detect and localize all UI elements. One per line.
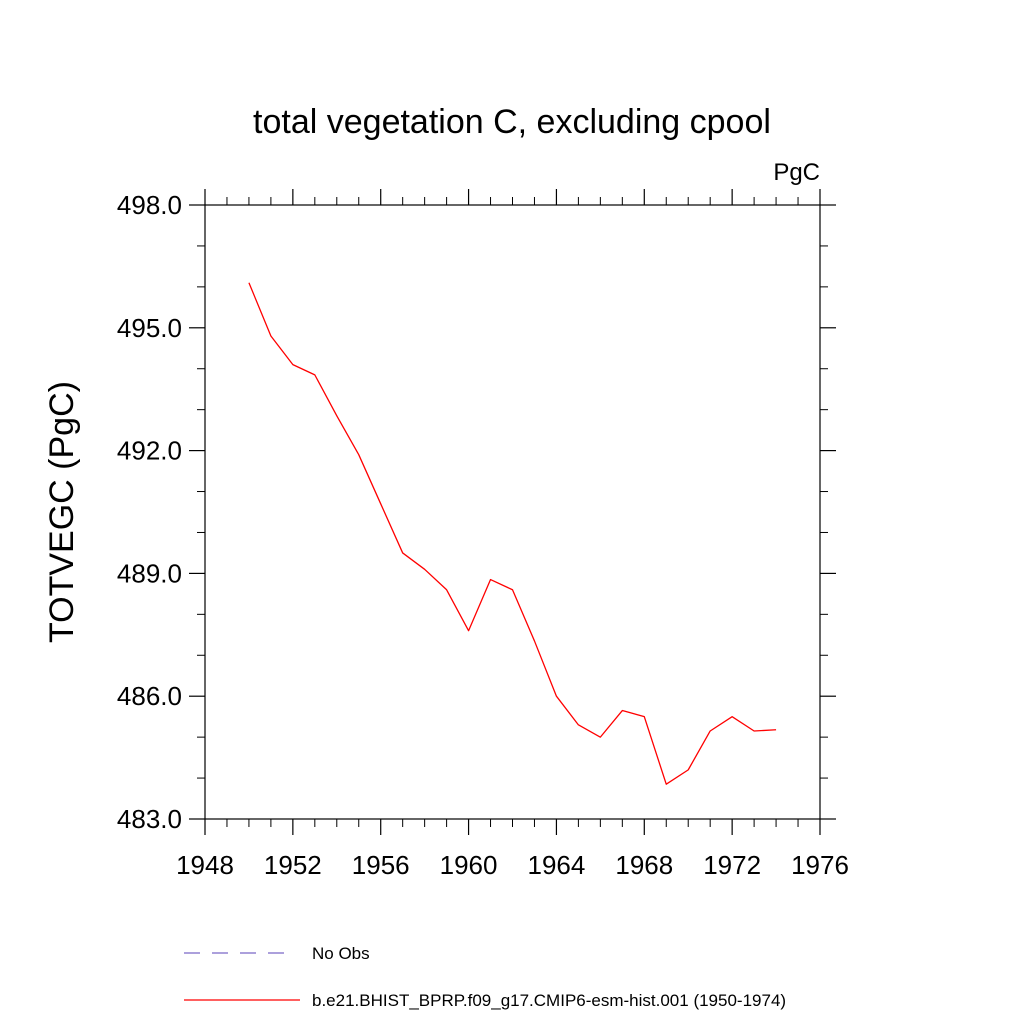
units-label: PgC <box>773 159 820 186</box>
x-tick-label: 1964 <box>528 850 586 880</box>
plot-frame <box>204 204 821 820</box>
axis-ticks <box>189 189 836 835</box>
x-tick-label: 1956 <box>352 850 410 880</box>
x-tick-label: 1968 <box>615 850 673 880</box>
x-tick-label: 1952 <box>264 850 322 880</box>
y-tick-label: 489.0 <box>117 558 182 588</box>
x-tick-label: 1948 <box>176 850 234 880</box>
y-axis-title: TOTVEGC (PgC) <box>43 381 81 643</box>
chart-title: total vegetation C, excluding cpool <box>253 103 771 141</box>
y-tick-label: 495.0 <box>117 313 182 343</box>
x-tick-label: 1972 <box>703 850 761 880</box>
y-tick-label: 486.0 <box>117 681 182 711</box>
x-tick-label: 1960 <box>440 850 498 880</box>
legend-label-model-run: b.e21.BHIST_BPRP.f09_g17.CMIP6-esm-hist.… <box>312 991 786 1010</box>
legend: No Obs b.e21.BHIST_BPRP.f09_g17.CMIP6-es… <box>184 944 786 1010</box>
y-tick-label: 483.0 <box>117 804 182 834</box>
tick-labels: 1948 1952 1956 1960 1964 1968 1972 1976 483.0 486… <box>117 190 849 880</box>
legend-label-no-obs: No Obs <box>312 944 370 963</box>
series-line <box>248 282 777 785</box>
series-layer <box>248 282 777 785</box>
y-tick-label: 492.0 <box>117 436 182 466</box>
y-tick-label: 498.0 <box>117 190 182 220</box>
x-tick-label: 1976 <box>791 850 849 880</box>
